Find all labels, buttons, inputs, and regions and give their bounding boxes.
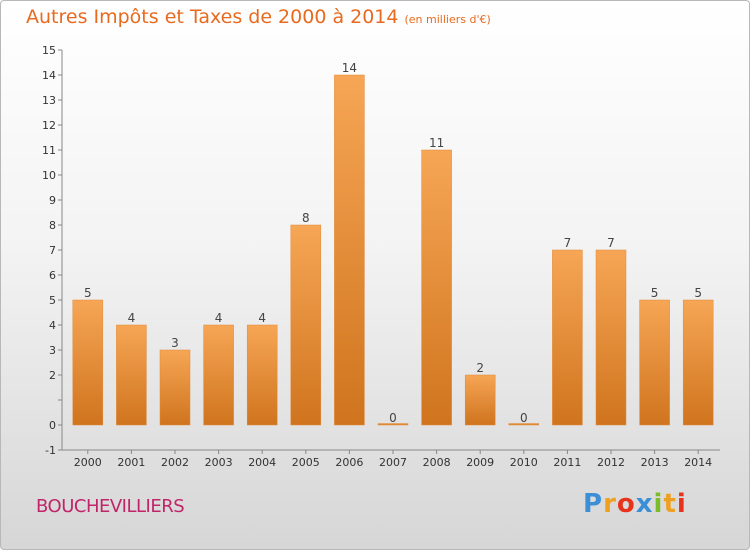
logo-letter: x <box>635 489 654 519</box>
chart-data-labels: 5 4 3 4 4 8 14 0 11 2 0 7 7 5 5 <box>84 61 702 425</box>
y-tick-label: 15 <box>42 44 56 57</box>
data-label: 0 <box>520 411 528 425</box>
bar <box>290 224 322 426</box>
x-tick-label: 2005 <box>292 456 320 469</box>
bar <box>334 74 365 426</box>
bar <box>159 349 191 426</box>
data-label: 0 <box>389 411 397 425</box>
x-tick-label: 2013 <box>641 456 669 469</box>
data-label: 14 <box>342 61 357 75</box>
y-tick-label: 9 <box>49 194 56 207</box>
x-tick-label: 2004 <box>248 456 276 469</box>
data-label: 5 <box>651 286 659 300</box>
x-tick-label: 2008 <box>423 456 451 469</box>
bar <box>203 324 234 426</box>
bar <box>464 374 496 426</box>
chart-subtitle: (en milliers d'€) <box>404 13 491 26</box>
x-tick-label: 2007 <box>379 456 407 469</box>
bar <box>246 324 278 426</box>
bar <box>116 324 147 426</box>
x-tick-label: 2014 <box>684 456 712 469</box>
chart-title: Autres Impôts et Taxes de 2000 à 2014 (en… <box>26 6 491 28</box>
data-label: 2 <box>476 361 484 375</box>
x-tick-label: 2011 <box>553 456 581 469</box>
y-tick-label: 4 <box>49 319 56 332</box>
y-tick-label: 6 <box>49 269 56 282</box>
y-tick-label: 13 <box>42 94 56 107</box>
bar <box>639 299 670 426</box>
bar <box>508 423 540 426</box>
y-tick-label: 8 <box>49 219 56 232</box>
chart-bars <box>72 74 714 426</box>
chart-title-text: Autres Impôts et Taxes de 2000 à 2014 <box>26 6 399 28</box>
data-label: 8 <box>302 211 310 225</box>
data-label: 7 <box>607 236 615 250</box>
data-label: 4 <box>258 311 266 325</box>
y-tick-label: 0 <box>49 419 56 432</box>
y-tick-label: 2 <box>49 369 56 382</box>
bar <box>552 249 583 426</box>
place-name: BOUCHEVILLIERS <box>36 496 185 517</box>
x-tick-label: 2006 <box>335 456 363 469</box>
y-tick-label: 14 <box>42 69 56 82</box>
data-label: 4 <box>215 311 223 325</box>
data-label: 7 <box>564 236 572 250</box>
y-tick-label: 5 <box>49 294 56 307</box>
data-label: 4 <box>128 311 136 325</box>
logo-letter: r <box>603 489 617 519</box>
x-tick-label: 2000 <box>74 456 102 469</box>
logo-letter: i <box>676 489 687 519</box>
bar <box>377 423 409 426</box>
y-tick-label: 12 <box>42 119 56 132</box>
x-tick-label: 2010 <box>510 456 538 469</box>
data-label: 3 <box>171 336 179 350</box>
x-tick-label: 2002 <box>161 456 189 469</box>
logo-letter: i <box>653 489 664 519</box>
x-tick-label: 2009 <box>466 456 494 469</box>
logo-letter: o <box>616 489 636 519</box>
y-tick-label: 3 <box>49 344 56 357</box>
data-label: 11 <box>429 136 444 150</box>
bar <box>595 249 627 426</box>
logo-letter: P <box>583 489 604 519</box>
data-label: 5 <box>84 286 92 300</box>
x-tick-label: 2001 <box>117 456 145 469</box>
y-tick-label: 11 <box>42 144 56 157</box>
y-tick-label: 10 <box>42 169 56 182</box>
logo-letter: t <box>663 489 677 519</box>
proxiti-logo[interactable]: Proxiti <box>583 489 687 519</box>
bar <box>421 149 452 426</box>
bar <box>72 299 104 426</box>
bar <box>682 299 714 426</box>
y-tick-label: -1 <box>45 444 56 457</box>
x-tick-label: 2012 <box>597 456 625 469</box>
data-label: 5 <box>694 286 702 300</box>
x-tick-label: 2003 <box>205 456 233 469</box>
y-tick-label: 7 <box>49 244 56 257</box>
